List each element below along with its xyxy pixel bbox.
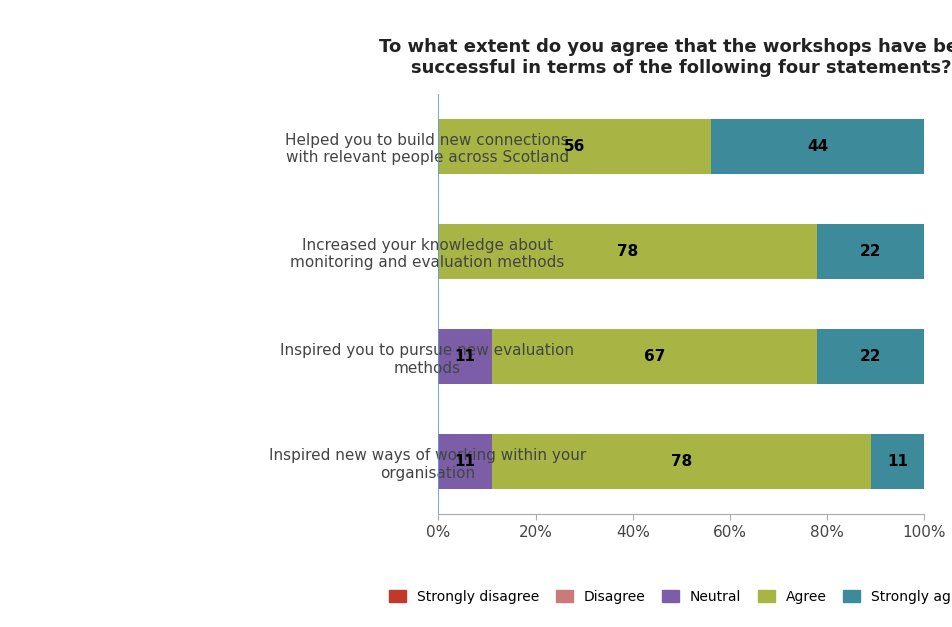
Bar [491, 329, 817, 384]
Text: 56: 56 [564, 139, 585, 154]
Text: 67: 67 [644, 349, 664, 364]
Text: 78: 78 [670, 454, 691, 469]
Bar [817, 329, 923, 384]
Bar [491, 435, 870, 489]
Text: 11: 11 [886, 454, 907, 469]
Text: 11: 11 [454, 454, 475, 469]
Bar [438, 329, 491, 384]
Text: 78: 78 [617, 244, 638, 259]
Bar [438, 435, 491, 489]
Bar [710, 119, 923, 174]
Bar [438, 224, 817, 279]
Text: 11: 11 [454, 349, 475, 364]
Title: To what extent do you agree that the workshops have been
successful in terms of : To what extent do you agree that the wor… [379, 38, 952, 77]
Bar [870, 435, 923, 489]
Bar [438, 119, 710, 174]
Text: 22: 22 [860, 349, 881, 364]
Text: 22: 22 [860, 244, 881, 259]
Text: 44: 44 [806, 139, 827, 154]
Bar [817, 224, 923, 279]
Legend: Strongly disagree, Disagree, Neutral, Agree, Strongly agree: Strongly disagree, Disagree, Neutral, Ag… [384, 584, 952, 609]
